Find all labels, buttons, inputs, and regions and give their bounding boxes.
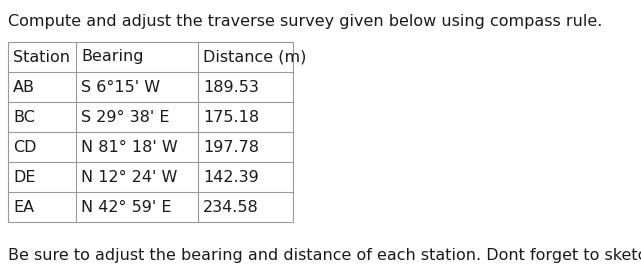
- Text: 234.58: 234.58: [203, 199, 259, 215]
- Text: S 29° 38' E: S 29° 38' E: [81, 109, 169, 124]
- Text: EA: EA: [13, 199, 34, 215]
- Text: Distance (m): Distance (m): [203, 50, 306, 64]
- Text: 142.39: 142.39: [203, 169, 259, 185]
- Text: CD: CD: [13, 140, 37, 154]
- Text: Station: Station: [13, 50, 70, 64]
- Bar: [8, 42, 293, 222]
- Text: BC: BC: [13, 109, 35, 124]
- Text: 175.18: 175.18: [203, 109, 259, 124]
- Text: 197.78: 197.78: [203, 140, 259, 154]
- Text: 189.53: 189.53: [203, 79, 259, 95]
- Text: AB: AB: [13, 79, 35, 95]
- Text: S 6°15' W: S 6°15' W: [81, 79, 160, 95]
- Text: N 81° 18' W: N 81° 18' W: [81, 140, 178, 154]
- Text: DE: DE: [13, 169, 35, 185]
- Text: Compute and adjust the traverse survey given below using compass rule.: Compute and adjust the traverse survey g…: [8, 14, 603, 29]
- Text: Be sure to adjust the bearing and distance of each station. Dont forget to sketc: Be sure to adjust the bearing and distan…: [8, 248, 641, 263]
- Text: Bearing: Bearing: [81, 50, 144, 64]
- Text: N 42° 59' E: N 42° 59' E: [81, 199, 172, 215]
- Text: N 12° 24' W: N 12° 24' W: [81, 169, 178, 185]
